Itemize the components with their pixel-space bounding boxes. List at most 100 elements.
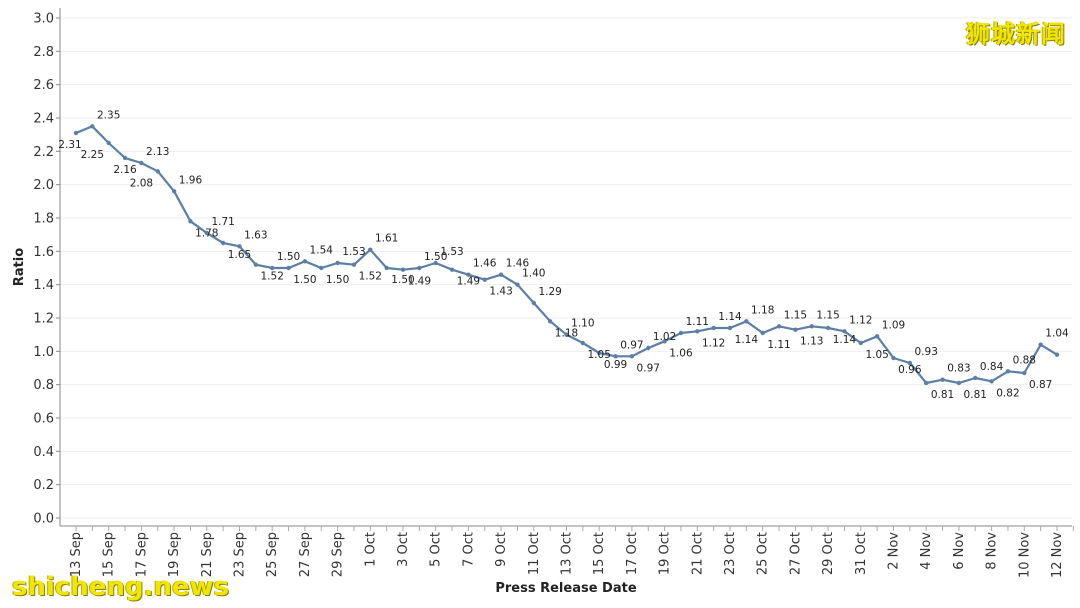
x-tick-label: 29 Sep: [331, 532, 346, 577]
data-point: [220, 240, 226, 246]
data-label: 1.65: [228, 249, 251, 261]
data-point: [891, 355, 896, 361]
data-point: [417, 265, 422, 271]
data-point: [466, 272, 471, 277]
y-tick-label: 0.6: [33, 412, 54, 427]
x-tick-label: 4 Nov: [919, 532, 934, 570]
data-point: [597, 350, 602, 356]
x-tick-label: 13 Sep: [69, 532, 84, 577]
data-point: [727, 325, 733, 331]
data-point: [531, 300, 536, 306]
data-point: [319, 265, 324, 271]
data-point: [924, 380, 929, 386]
data-point: [973, 375, 978, 381]
data-label: 1.12: [702, 337, 725, 349]
data-label: 0.84: [980, 361, 1004, 373]
data-label: 1.46: [506, 258, 530, 270]
data-label: 0.88: [1013, 354, 1036, 366]
data-label: 1.06: [669, 347, 693, 359]
x-tick-label: 17 Sep: [134, 532, 149, 577]
data-label: 1.18: [751, 304, 774, 316]
data-point: [155, 169, 160, 174]
data-label: 1.53: [342, 246, 365, 258]
x-tick-label: 25 Sep: [265, 532, 280, 577]
data-label: 1.05: [588, 349, 611, 361]
x-tick-label: 29 Oct: [821, 532, 836, 575]
data-label: 1.05: [865, 349, 888, 361]
x-tick-label: 3 Oct: [396, 532, 411, 567]
data-label: 1.14: [718, 311, 742, 323]
x-tick-label: 15 Sep: [102, 532, 117, 577]
data-point: [1022, 370, 1027, 376]
data-labels: 2.31 2.35 2.25 2.16 2.13 2.08 1.96 1.781.71 1.65…: [58, 109, 1080, 401]
data-point: [940, 377, 945, 382]
x-axis-title: Press Release Date: [495, 581, 636, 596]
y-axis: 0.0 0.2 0.4 0.6 0.8 1.0 1.2 1.4 1.6 1.8 2.0 2.2 2.4 2…: [33, 8, 61, 527]
y-tick-label: 0.0: [33, 512, 54, 527]
data-label: 1.02: [653, 331, 676, 343]
data-label: 1.52: [261, 271, 284, 283]
data-point: [744, 319, 749, 324]
data-label: 1.15: [784, 309, 807, 321]
data-point: [629, 354, 635, 359]
x-tick-label: 11 Oct: [527, 532, 542, 575]
data-point: [1005, 369, 1011, 374]
data-point: [482, 277, 487, 282]
series-line: [75, 125, 1058, 385]
data-label: 1.53: [440, 246, 463, 258]
data-point: [580, 340, 586, 346]
data-label: 1.54: [310, 244, 334, 256]
data-point: [825, 325, 831, 331]
data-label: 1.29: [538, 286, 561, 298]
data-label: 1.11: [767, 339, 790, 351]
x-tick-label: 23 Sep: [233, 532, 248, 577]
data-point: [237, 244, 242, 249]
x-tick-label: 23 Oct: [723, 532, 738, 575]
x-tick-label: 5 Oct: [429, 532, 444, 567]
data-point: [253, 262, 259, 267]
data-point: [564, 332, 569, 337]
data-label: 2.25: [81, 149, 104, 161]
x-tick-label: 21 Sep: [200, 532, 215, 577]
data-label: 1.15: [816, 309, 839, 321]
data-label: 1.11: [686, 316, 709, 328]
data-point: [139, 160, 144, 166]
x-tick-label: 2 Nov: [887, 532, 902, 570]
data-label: 0.97: [620, 339, 643, 351]
data-label: 1.50: [277, 251, 300, 263]
data-label: 1.13: [800, 336, 823, 348]
data-point: [547, 319, 553, 324]
data-label: 0.96: [898, 364, 922, 376]
y-tick-label: 1.6: [33, 245, 54, 260]
data-point: [793, 327, 798, 332]
x-tick-label: 19 Oct: [658, 532, 673, 575]
data-label: 1.96: [179, 174, 203, 186]
data-label: 2.08: [130, 177, 153, 189]
data-label: 0.81: [964, 389, 987, 401]
data-label: 1.50: [293, 274, 316, 286]
x-tick-label: 31 Oct: [854, 532, 869, 575]
data-label: 1.61: [375, 233, 398, 245]
data-label: 1.71: [211, 216, 234, 228]
y-tick-label: 0.2: [33, 478, 54, 493]
data-point: [1038, 342, 1043, 347]
x-tick-label: 27 Oct: [788, 532, 803, 575]
data-point: [73, 130, 79, 136]
data-point: [335, 260, 340, 266]
data-point: [809, 324, 814, 329]
data-point: [874, 334, 880, 339]
data-point: [989, 379, 994, 384]
x-tick-label: 1 Oct: [363, 532, 378, 567]
data-label: 0.99: [604, 359, 627, 371]
data-label: 1.49: [457, 276, 480, 288]
data-label: 0.83: [947, 363, 970, 375]
y-tick-label: 1.0: [33, 345, 54, 360]
data-point: [956, 380, 962, 386]
y-tick-label: 2.8: [33, 45, 54, 60]
data-point: [760, 330, 765, 336]
y-tick-label: 1.8: [33, 212, 54, 227]
data-label: 0.87: [1029, 379, 1052, 391]
data-point: [613, 354, 618, 359]
data-point: [842, 329, 847, 334]
